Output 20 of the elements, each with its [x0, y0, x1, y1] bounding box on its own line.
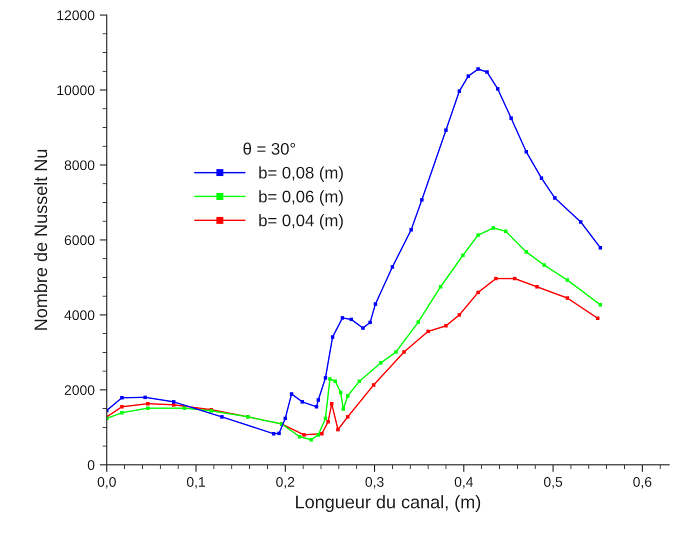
y-tick-label: 6000 — [64, 235, 94, 246]
legend-label: b= 0,08 (m) — [259, 166, 343, 182]
legend-title: θ = 30° — [244, 142, 296, 155]
x-tick-label: 0,5 — [544, 477, 562, 488]
y-tick-label: 8000 — [64, 160, 94, 170]
y-axis-title: Nombre de Nusselt Nu — [34, 150, 48, 330]
x-tick-label: 0,0 — [98, 477, 116, 488]
legend-label: b= 0,04 (m) — [259, 214, 343, 230]
x-tick-label: 0,1 — [186, 477, 205, 488]
x-tick-label: 0,4 — [454, 477, 474, 488]
x-tick-label: 0,6 — [633, 477, 652, 488]
x-tick-label: 0,2 — [276, 477, 294, 488]
y-tick-label: 10000 — [57, 85, 94, 96]
x-tick-label: 0,3 — [365, 477, 384, 488]
y-tick-label: 12000 — [57, 10, 94, 20]
y-tick-label: 0 — [88, 460, 94, 470]
legend-label: b= 0,06 (m) — [259, 190, 343, 206]
y-tick-label: 2000 — [64, 385, 94, 396]
y-tick-label: 4000 — [64, 310, 94, 320]
x-axis-title: Longueur du canal, (m) — [296, 495, 480, 512]
